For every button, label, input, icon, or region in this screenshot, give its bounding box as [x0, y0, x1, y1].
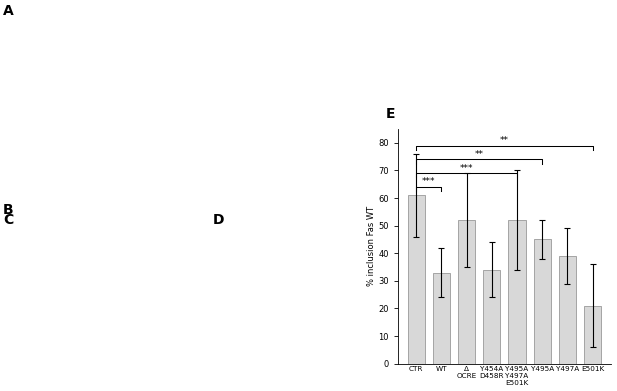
Bar	[559, 256, 576, 364]
Text: **: **	[474, 150, 484, 159]
Text: B: B	[3, 203, 14, 217]
Text: E: E	[386, 107, 395, 121]
Text: C: C	[3, 213, 14, 227]
Bar	[584, 306, 601, 364]
Bar	[508, 220, 526, 364]
Y-axis label: % inclusion Fas WT: % inclusion Fas WT	[366, 206, 376, 286]
Text: A: A	[3, 4, 14, 18]
Text: ***: ***	[460, 164, 473, 173]
Bar	[408, 195, 424, 364]
Text: D: D	[213, 213, 225, 227]
Text: **: **	[500, 136, 509, 145]
Bar	[458, 220, 475, 364]
Bar	[534, 239, 551, 364]
Text: ***: ***	[422, 178, 436, 187]
Bar	[433, 273, 450, 364]
Bar	[483, 270, 500, 364]
